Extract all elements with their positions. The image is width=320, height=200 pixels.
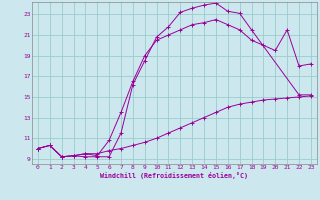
X-axis label: Windchill (Refroidissement éolien,°C): Windchill (Refroidissement éolien,°C) — [100, 172, 248, 179]
